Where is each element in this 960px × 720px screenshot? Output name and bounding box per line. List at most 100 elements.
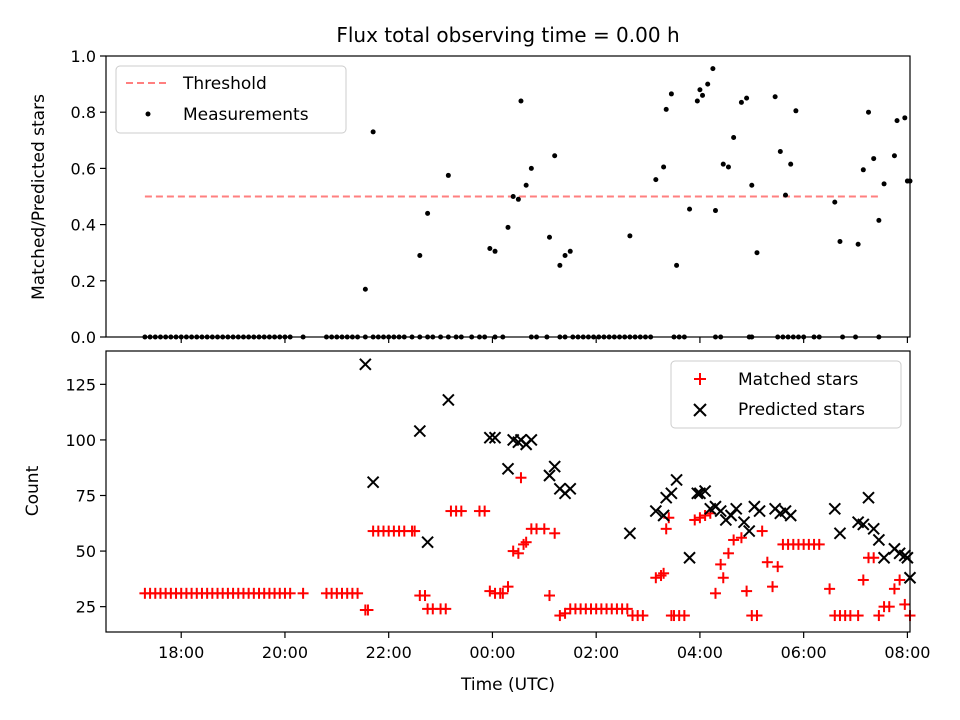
matched-star-point — [735, 532, 747, 544]
matched-star-point — [813, 538, 825, 550]
y-tick-label: 25 — [76, 598, 96, 617]
matched-star-point — [852, 610, 864, 622]
predicted-star-point — [421, 535, 434, 549]
x-tick-label: 08:00 — [884, 643, 930, 662]
matched-star-point — [717, 572, 729, 584]
x-tick-label: 00:00 — [469, 643, 515, 662]
predicted-star-point — [683, 551, 696, 564]
bottom-legend: Matched stars Predicted stars — [670, 360, 902, 429]
predicted-star-point — [501, 462, 515, 476]
predicted-star-point — [872, 533, 886, 547]
matched-star-point — [678, 610, 690, 622]
y-tick-label: 100 — [65, 431, 96, 450]
y-tick-label: 75 — [76, 487, 96, 506]
measurement-point — [487, 245, 493, 251]
predicted-star-point — [828, 502, 841, 516]
matched-star-point — [772, 561, 784, 573]
predicted-star-point — [413, 424, 427, 438]
measurement-point — [668, 91, 674, 97]
matched-star-point — [650, 572, 662, 584]
measurement-point — [788, 161, 794, 167]
matched-star-point — [728, 534, 740, 546]
predicted-star-point — [784, 509, 797, 522]
measurement-point — [417, 253, 423, 259]
y-tick-label: 50 — [76, 542, 96, 561]
measurement-point — [687, 206, 693, 212]
legend-matched-marker — [694, 373, 706, 385]
matched-star-point — [824, 583, 836, 595]
top-y-axis-label: Matched/Predicted stars — [29, 94, 49, 300]
matched-star-point — [512, 547, 524, 559]
measurement-point — [720, 161, 726, 167]
legend-threshold-label: Threshold — [182, 74, 267, 94]
measurement-point — [871, 156, 877, 162]
y-tick-label: 0.8 — [71, 103, 96, 122]
measurement-point — [749, 182, 755, 188]
matched-star-point — [868, 552, 880, 564]
predicted-star-point — [730, 502, 743, 516]
matched-star-point — [857, 574, 869, 586]
top-panel: 0.0 0.2 0.4 0.6 0.8 1.0 Matched/Predicted sta… — [29, 47, 913, 347]
predicted-star-point — [698, 484, 712, 498]
matched-star-point — [888, 583, 900, 595]
measurement-point — [663, 106, 669, 112]
x-tick-label: 22:00 — [366, 643, 412, 662]
matched-star-point — [520, 536, 532, 548]
matched-star-point — [515, 472, 527, 484]
measurement-point — [523, 182, 529, 188]
predicted-star-point — [543, 469, 556, 482]
matched-star-point — [502, 581, 514, 593]
predicted-star-point — [737, 515, 751, 529]
legend-predicted-marker — [693, 403, 707, 417]
measurement-point — [445, 172, 451, 178]
matched-star-point — [507, 545, 519, 557]
predicted-star-point — [623, 527, 637, 540]
predicted-star-point — [714, 504, 727, 518]
matched-star-point — [549, 527, 561, 539]
measurement-point — [697, 87, 703, 93]
bottom-y-axis: 25 50 75 100 125 — [65, 375, 106, 617]
y-tick-label: 0.0 — [71, 328, 96, 347]
predicted-star-point — [901, 551, 914, 564]
predicted-star-point — [877, 551, 891, 564]
predicted-star-point — [548, 460, 561, 473]
measurement-point — [674, 262, 680, 268]
matched-star-point — [455, 505, 467, 517]
matched-star-point — [484, 585, 496, 597]
matched-star-point — [894, 574, 906, 586]
measurement-point — [793, 108, 799, 114]
x-axis-label: Time (UTC) — [460, 675, 555, 695]
predicted-star-point — [857, 518, 870, 531]
matched-star-point — [440, 603, 452, 615]
measurement-point — [866, 109, 872, 115]
measurement-point — [515, 196, 521, 202]
predicted-star-point — [525, 433, 538, 447]
top-y-axis: 0.0 0.2 0.4 0.6 0.8 1.0 — [71, 47, 106, 347]
predicted-star-point — [488, 431, 502, 444]
measurement-point — [881, 181, 887, 187]
predicted-star-point — [670, 473, 683, 487]
predicted-star-point — [657, 509, 670, 522]
matched-star-point — [658, 567, 670, 579]
matched-star-point — [660, 523, 672, 535]
matched-star-point — [756, 525, 768, 537]
x-tick-label: 02:00 — [573, 643, 619, 662]
y-tick-label: 1.0 — [71, 47, 96, 66]
matched-star-point — [637, 610, 649, 622]
chart-title: Flux total observing time = 0.00 h — [336, 23, 679, 47]
matched-star-point — [767, 581, 779, 593]
matched-star-point — [554, 610, 566, 622]
matched-star-point — [497, 587, 509, 599]
y-tick-label: 0.4 — [71, 216, 96, 235]
y-tick-label: 125 — [65, 375, 96, 394]
measurement-point — [860, 167, 866, 173]
measurement-point — [876, 217, 882, 223]
predicted-star-point — [862, 491, 875, 504]
measurement-point — [891, 153, 897, 159]
legend-predicted-label: Predicted stars — [738, 400, 865, 420]
measurement-point — [744, 95, 750, 101]
measurement-point — [705, 81, 711, 87]
measurement-point — [832, 199, 838, 205]
legend-measurements-label: Measurements — [183, 105, 309, 125]
